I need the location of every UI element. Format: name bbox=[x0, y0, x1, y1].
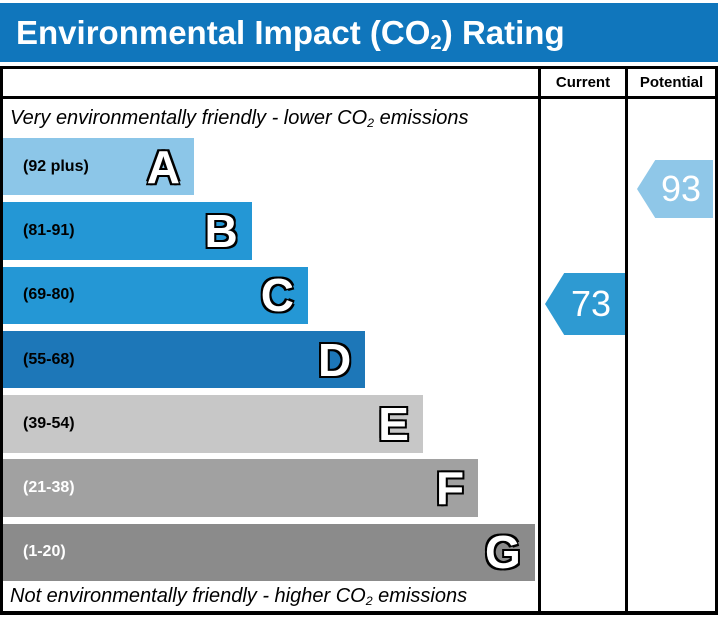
band-bar-F: (21-38) F bbox=[3, 459, 479, 517]
bottom-note-prefix: Not environmentally friendly - higher CO bbox=[10, 585, 366, 607]
current-rating-arrow: 73 bbox=[545, 273, 625, 335]
band-bar-C: (69-80) C bbox=[3, 266, 308, 324]
bottom-note: Not environmentally friendly - higher CO… bbox=[3, 582, 533, 611]
band-range-label-A: (92 plus) bbox=[23, 157, 89, 175]
band-range-label-B: (81-91) bbox=[23, 221, 75, 239]
band-range-label-E: (39-54) bbox=[23, 414, 75, 432]
bottom-note-subscript: 2 bbox=[365, 593, 373, 608]
current-column-header: Current bbox=[555, 74, 611, 91]
band-bar-G: (1-20) G bbox=[3, 523, 535, 582]
top-note: Very environmentally friendly - lower CO… bbox=[3, 99, 533, 138]
title-subscript: 2 bbox=[430, 30, 442, 54]
band-range-label-C: (69-80) bbox=[23, 286, 75, 304]
band-range-label-G: (1-20) bbox=[23, 543, 66, 561]
table-header-row: Current Potential bbox=[3, 69, 715, 99]
title-bar: Environmental Impact (CO2) Rating bbox=[0, 3, 718, 62]
band-bar-D: (55-68) D bbox=[3, 330, 366, 389]
band-letter-A: A bbox=[145, 140, 181, 193]
page-title: Environmental Impact (CO2) Rating bbox=[0, 3, 718, 67]
current-column-divider bbox=[538, 69, 541, 611]
band-range-label-F: (21-38) bbox=[23, 479, 75, 497]
potential-column-divider bbox=[625, 69, 628, 611]
band-letter-C: C bbox=[259, 269, 295, 322]
band-letter-G: G bbox=[484, 526, 522, 579]
band-letter-B: B bbox=[203, 204, 239, 257]
top-note-prefix: Very environmentally friendly - lower CO bbox=[10, 107, 368, 129]
band-letter-D: D bbox=[317, 333, 353, 386]
band-bar-B: (81-91) B bbox=[3, 202, 252, 260]
band-range-label-D: (55-68) bbox=[23, 350, 75, 368]
top-note-suffix: emissions bbox=[374, 107, 469, 129]
potential-column-header: Potential bbox=[639, 74, 704, 91]
band-bar-A: (92 plus) A bbox=[3, 138, 194, 196]
potential-rating-value: 93 bbox=[660, 168, 702, 209]
bottom-note-suffix: emissions bbox=[372, 585, 468, 607]
title-text-suffix: ) Rating bbox=[441, 14, 565, 51]
band-bar-E: (39-54) E bbox=[3, 395, 423, 453]
potential-rating-arrow: 93 bbox=[637, 160, 713, 218]
rating-bands: (92 plus) A (81-91) B (69-80) C (55-68) D (39-54… bbox=[3, 138, 538, 582]
band-letter-F: F bbox=[435, 462, 466, 515]
top-note-subscript: 2 bbox=[367, 115, 375, 130]
rating-table: Current Potential Very environmentally f… bbox=[0, 66, 718, 615]
band-letter-E: E bbox=[377, 397, 410, 450]
current-rating-value: 73 bbox=[570, 283, 612, 324]
title-text-prefix: Environmental Impact (CO bbox=[16, 14, 431, 51]
